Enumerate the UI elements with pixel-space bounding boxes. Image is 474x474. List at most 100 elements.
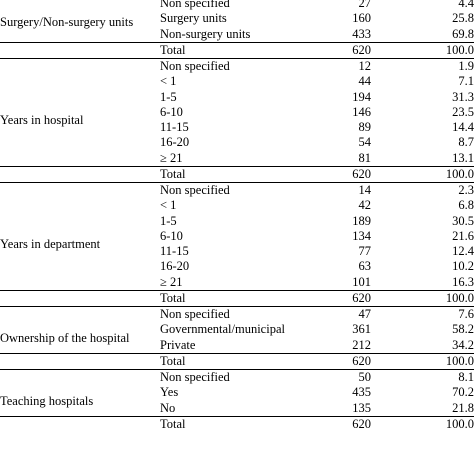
percent-cell: 1.9 (458, 59, 474, 73)
table-row: Non specified 50 8.1 (0, 370, 474, 385)
category-cell: < 1 (160, 74, 177, 89)
table-row: < 1 42 6.8 (0, 198, 474, 213)
table-row-total: Total 620 100.0 (0, 289, 474, 306)
count-cell: 89 (358, 120, 372, 134)
percent-cell: 69.8 (452, 26, 474, 41)
table-row: Non specified 47 7.6 (0, 307, 474, 322)
count-cell: 620 (352, 353, 371, 368)
percent-cell: 25.8 (452, 11, 474, 26)
count-cell: 435 (352, 385, 371, 400)
table-row: 11-15 89 14.4 (0, 120, 474, 135)
percent-cell: 8.7 (458, 135, 474, 150)
category-cell: 16-20 (160, 135, 190, 150)
count-cell: 101 (352, 274, 371, 289)
group-label: Years in department (0, 237, 101, 251)
group-label: Ownership of the hospital (0, 331, 130, 345)
percent-cell: 31.3 (452, 89, 474, 104)
percent-cell: 100.0 (445, 42, 474, 57)
percent-cell: 100.0 (445, 353, 474, 368)
count-cell: 433 (352, 26, 371, 41)
category-cell: Non-surgery units (160, 26, 251, 41)
category-cell: Non specified (160, 0, 230, 10)
count-cell: 44 (358, 74, 372, 89)
count-cell: 361 (352, 322, 371, 337)
count-cell: 194 (352, 89, 371, 104)
category-cell: ≥ 21 (160, 274, 183, 289)
category-cell: 6-10 (160, 104, 183, 119)
category-cell: Non specified (160, 370, 230, 384)
table-group-years-in-hospital: Non specified 12 1.9 < 1 44 7.1 1-5 194 31.3 6… (0, 58, 474, 182)
percent-cell: 21.8 (452, 400, 474, 415)
count-cell: 620 (352, 166, 371, 181)
category-cell: ≥ 21 (160, 150, 183, 165)
count-cell: 27 (358, 0, 372, 10)
count-cell: 81 (358, 150, 372, 165)
percent-cell: 13.1 (452, 150, 474, 165)
table-row: 11-15 77 12.4 (0, 244, 474, 259)
table-row: Governmental/municipal 361 58.2 (0, 322, 474, 337)
count-cell: 42 (358, 198, 372, 213)
category-cell: Total (160, 353, 186, 368)
table-row: Non specified 27 4.4 (0, 0, 474, 11)
table-row: Non-surgery units 433 69.8 (0, 27, 474, 42)
count-cell: 54 (358, 135, 372, 150)
percent-cell: 2.3 (458, 183, 474, 197)
percent-cell: 16.3 (452, 274, 474, 289)
category-cell: Surgery units (160, 11, 227, 26)
count-cell: 620 (352, 290, 371, 305)
category-cell: Total (160, 416, 186, 431)
category-cell: 1-5 (160, 213, 177, 228)
category-cell: Non specified (160, 183, 230, 197)
category-cell: 6-10 (160, 228, 183, 243)
table-row: Yes 435 70.2 (0, 385, 474, 400)
table-row: 16-20 54 8.7 (0, 135, 474, 150)
category-cell: Total (160, 166, 186, 181)
count-cell: 134 (352, 228, 371, 243)
count-cell: 12 (358, 59, 372, 73)
percent-cell: 21.6 (452, 228, 474, 243)
percent-cell: 58.2 (452, 322, 474, 337)
category-cell: Total (160, 290, 186, 305)
category-cell: 16-20 (160, 259, 190, 274)
count-cell: 620 (352, 42, 371, 57)
count-cell: 14 (358, 183, 372, 197)
table-row: Non specified 14 2.3 (0, 183, 474, 198)
percent-cell: 12.4 (452, 244, 474, 258)
count-cell: 50 (358, 370, 372, 384)
percent-cell: 4.4 (458, 0, 474, 10)
table-row: 6-10 146 23.5 (0, 105, 474, 120)
category-cell: < 1 (160, 198, 177, 213)
table-row: 1-5 189 30.5 (0, 214, 474, 229)
count-cell: 146 (352, 104, 371, 119)
table-row-total: Total 620 100.0 (0, 41, 474, 58)
category-cell: Non specified (160, 59, 230, 73)
percent-cell: 34.2 (452, 337, 474, 352)
table-row: 1-5 194 31.3 (0, 90, 474, 105)
table-row-total: Total 620 100.0 (0, 352, 474, 369)
table-row: ≥ 21 101 16.3 (0, 275, 474, 290)
category-cell: 1-5 (160, 89, 177, 104)
count-cell: 77 (358, 244, 372, 258)
table-row-total: Total 620 100.0 (0, 415, 474, 432)
percent-cell: 7.1 (458, 74, 474, 89)
table-row: < 1 44 7.1 (0, 74, 474, 89)
category-cell: Yes (160, 385, 179, 400)
percent-cell: 100.0 (445, 416, 474, 431)
group-label: Teaching hospitals (0, 394, 94, 408)
percent-cell: 10.2 (452, 259, 474, 274)
count-cell: 189 (352, 213, 371, 228)
percent-cell: 23.5 (452, 104, 474, 119)
table-group-teaching-hospitals: Non specified 50 8.1 Yes 435 70.2 No 135 21.8 … (0, 369, 474, 432)
category-cell: Private (160, 337, 196, 352)
table-row-total: Total 620 100.0 (0, 165, 474, 182)
category-cell: 11-15 (160, 244, 189, 258)
group-label: Years in hospital (0, 113, 84, 127)
percent-cell: 6.8 (458, 198, 474, 213)
percent-cell: 8.1 (458, 370, 474, 384)
count-cell: 47 (358, 307, 372, 321)
category-cell: Total (160, 42, 186, 57)
table-group-ownership: Non specified 47 7.6 Governmental/municipa… (0, 306, 474, 369)
table-row: Non specified 12 1.9 (0, 59, 474, 74)
table-row: 6-10 134 21.6 (0, 229, 474, 244)
demographics-table: Non specified 27 4.4 Surgery units 160 25.8 … (0, 0, 474, 432)
